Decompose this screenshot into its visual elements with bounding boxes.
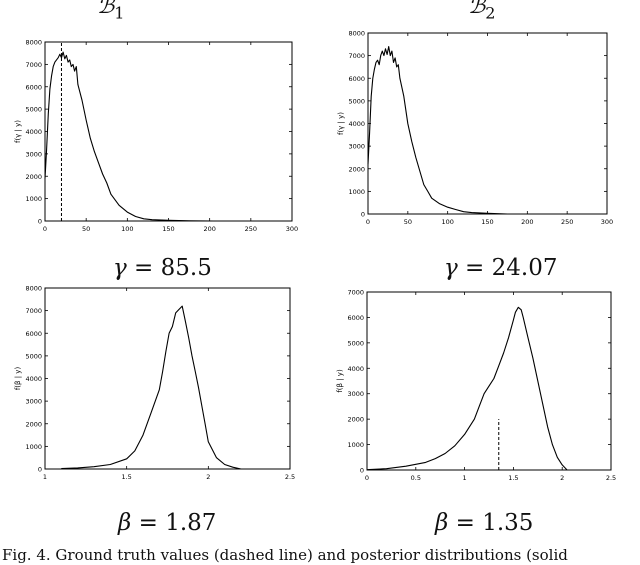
y-tick-label: 6000 [25, 330, 42, 338]
y-tick-label: 4000 [347, 365, 364, 373]
panel-title-b1: ℬ1 [97, 0, 124, 22]
x-tick-label: 200 [521, 218, 533, 226]
param-eq: = [448, 510, 483, 536]
x-tick-label: 2 [206, 473, 210, 481]
param-value: 24.07 [491, 255, 558, 281]
param-eq: = [457, 255, 492, 281]
x-tick-label: 200 [203, 225, 215, 233]
param-value: 85.5 [160, 255, 212, 281]
x-tick-label: 2.5 [606, 474, 616, 482]
y-tick-label: 5000 [25, 352, 42, 360]
param-symbol: β [118, 510, 132, 536]
y-tick-label: 8000 [25, 285, 42, 293]
y-tick-label: 3000 [348, 143, 365, 151]
x-tick-label: 2.5 [285, 473, 295, 481]
y-tick-label: 0 [38, 466, 42, 474]
x-tick-label: 0.5 [411, 474, 421, 482]
plot-frame [44, 287, 291, 470]
plot-gamma-b2: 0 50 100 150 200 250 3000100020003000400050006… [337, 30, 613, 227]
plot-frame [366, 291, 612, 471]
title-symbol: ℬ [468, 0, 486, 19]
y-axis-label: f(γ | y) [14, 120, 22, 143]
panel-title-b2: ℬ2 [468, 0, 495, 22]
plot-beta-b2: 0 0.5 1 1.5 2 2.5 0 1000 2000 3000 4000 5000 6000 700… [336, 289, 616, 483]
y-tick-label: 7000 [25, 61, 42, 69]
y-tick-label: 4000 [25, 375, 42, 383]
y-tick-label: 2000 [348, 165, 365, 173]
title-subscript: 1 [114, 3, 125, 23]
x-tick-label: 1.5 [121, 473, 131, 481]
y-tick-label: 0 [361, 211, 365, 219]
y-tick-label: 8000 [348, 30, 365, 38]
title-subscript: 2 [485, 3, 496, 23]
y-axis-label: f(β | y) [336, 369, 344, 393]
y-tick-label: 0 [38, 218, 42, 226]
y-tick-label: 2000 [347, 416, 364, 424]
y-axis-label: f(β | y) [14, 367, 22, 391]
y-axis-label: f(γ | y) [337, 112, 345, 135]
param-value: 1.87 [165, 510, 217, 536]
y-tick-label: 5000 [347, 339, 364, 347]
y-tick-label: 7000 [347, 289, 364, 297]
x-tick-label: 0 [43, 225, 47, 233]
param-label-gamma-1: γ = 85.5 [113, 255, 212, 281]
x-tick-label: 0 [366, 218, 370, 226]
x-tick-label: 0 [365, 474, 369, 482]
y-tick-label: 7000 [25, 307, 42, 315]
y-tick-label: 7000 [348, 52, 365, 60]
y-tick-label: 3000 [25, 398, 42, 406]
param-eq: = [126, 255, 161, 281]
x-tick-label: 100 [441, 218, 453, 226]
y-tick-label: 6000 [347, 314, 364, 322]
x-tick-label: 2 [560, 474, 564, 482]
y-tick-label: 2000 [25, 420, 42, 428]
param-value: 1.35 [482, 510, 534, 536]
x-tick-label: 50 [404, 218, 412, 226]
y-tick-label: 6000 [348, 75, 365, 83]
plot-gamma-b1: 0 50 100 150 200 250 3000100020003000400050006… [14, 39, 298, 234]
param-symbol: γ [444, 255, 458, 281]
y-tick-label: 1000 [25, 195, 42, 203]
x-tick-label: 150 [162, 225, 174, 233]
x-tick-label: 250 [245, 225, 257, 233]
x-tick-label: 300 [286, 225, 298, 233]
title-symbol: ℬ [97, 0, 115, 19]
y-tick-label: 5000 [25, 106, 42, 114]
param-symbol: γ [113, 255, 127, 281]
x-tick-label: 1 [463, 474, 467, 482]
posterior-line [61, 305, 242, 470]
y-tick-label: 1000 [25, 443, 42, 451]
posterior-line [44, 51, 214, 222]
y-tick-label: 2000 [25, 173, 42, 181]
x-tick-label: 1.5 [508, 474, 518, 482]
posterior-line [366, 306, 568, 471]
y-tick-label: 0 [360, 467, 364, 475]
y-tick-label: 4000 [348, 120, 365, 128]
x-tick-label: 50 [82, 225, 90, 233]
x-tick-label: 250 [561, 218, 573, 226]
y-tick-label: 5000 [348, 97, 365, 105]
y-tick-label: 1000 [348, 188, 365, 196]
y-tick-label: 4000 [25, 128, 42, 136]
y-tick-label: 3000 [347, 390, 364, 398]
plot-frame [367, 32, 608, 215]
param-symbol: β [435, 510, 449, 536]
x-tick-label: 300 [601, 218, 613, 226]
x-tick-label: 150 [481, 218, 493, 226]
y-tick-label: 3000 [25, 150, 42, 158]
param-eq: = [131, 510, 166, 536]
plot-frame [44, 41, 293, 222]
plot-beta-b1: 1 1.5 2 2.5 0 1000 2000 3000 4000 5000 6000 7000 800… [14, 285, 295, 482]
x-tick-label: 100 [121, 225, 133, 233]
y-tick-label: 8000 [25, 39, 42, 47]
x-tick-label: 1 [43, 473, 47, 481]
y-tick-label: 6000 [25, 83, 42, 91]
param-label-beta-1: β = 1.87 [118, 510, 216, 536]
posterior-line [367, 46, 508, 215]
param-label-beta-2: β = 1.35 [435, 510, 533, 536]
figure-caption: Fig. 4. Ground truth values (dashed line… [2, 546, 568, 564]
param-label-gamma-2: γ = 24.07 [444, 255, 558, 281]
y-tick-label: 1000 [347, 441, 364, 449]
